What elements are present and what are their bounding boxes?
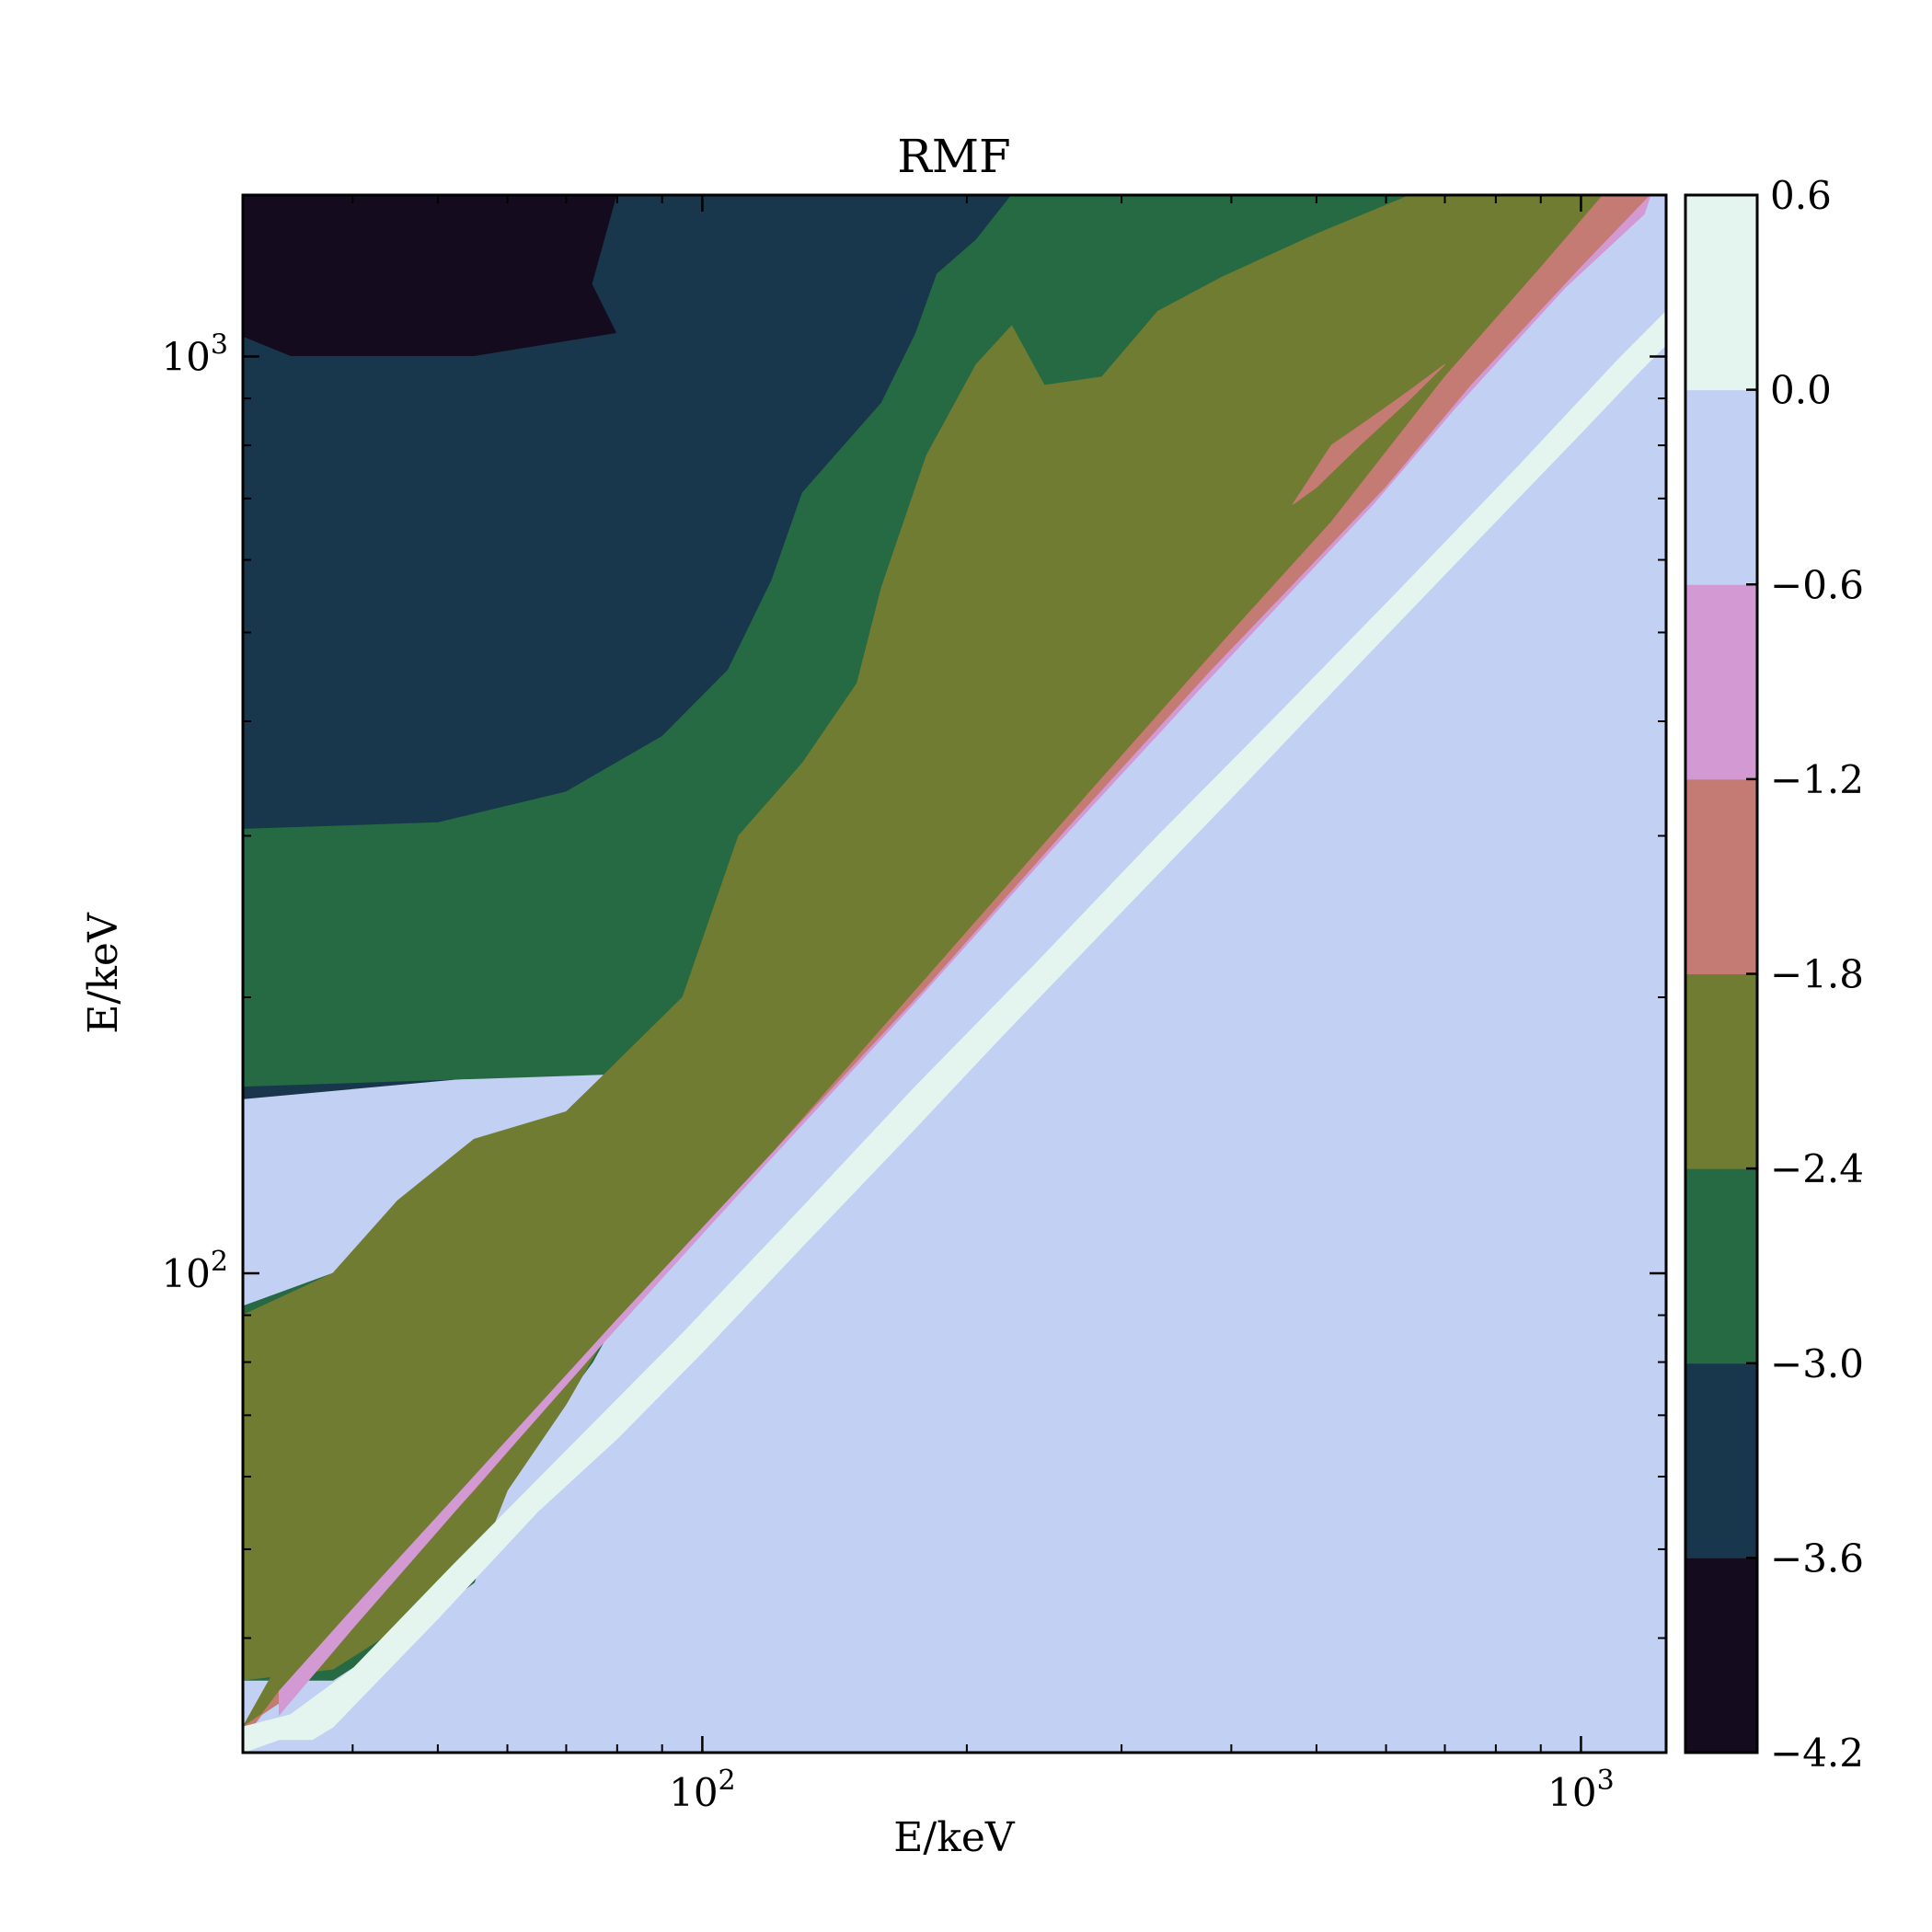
chart-title: RMF [897, 130, 1011, 183]
contour-plot-area [243, 195, 1666, 1753]
x-axis-label: E/keV [893, 1814, 1016, 1861]
x-tick-label-1: 103 [1547, 1765, 1615, 1815]
colorbar-segment-7 [1685, 195, 1757, 391]
x-tick-label-0: 102 [669, 1765, 736, 1815]
contour-region-11 [279, 195, 1651, 1717]
colorbar-tick-label-2: −3.0 [1770, 1341, 1864, 1386]
colorbar: −4.2 −3.6 −3.0 −2.4 −1.8 −1.2 −0.6 0.0 0.6 [1684, 173, 1864, 1776]
y-tick-label-1: 103 [161, 328, 228, 379]
contour-region-10 [1292, 363, 1445, 505]
colorbar-tick-label-8: 0.6 [1770, 173, 1832, 218]
colorbar-segment-3 [1685, 973, 1757, 1169]
colorbar-tick-label-1: −3.6 [1770, 1535, 1864, 1581]
colorbar-tick-label-3: −2.4 [1770, 1146, 1864, 1191]
y-tick-label-0: 102 [161, 1246, 228, 1296]
colorbar-tick-label-0: −4.2 [1770, 1731, 1864, 1776]
contour-region-0 [243, 195, 618, 357]
colorbar-segment-6 [1685, 389, 1757, 585]
colorbar-tick-label-5: −1.2 [1770, 757, 1864, 802]
contour-region-12 [243, 310, 1666, 1753]
y-axis-label: E/keV [80, 912, 127, 1034]
plot-border [241, 193, 1668, 1754]
colorbar-segment-2 [1685, 1168, 1757, 1364]
colorbar-tick-label-4: −1.8 [1770, 952, 1864, 997]
colorbar-segment-4 [1685, 778, 1757, 974]
colorbar-segment-0 [1685, 1558, 1757, 1754]
colorbar-tick-label-6: −0.6 [1770, 562, 1864, 607]
colorbar-segment-1 [1685, 1363, 1757, 1558]
plot-frame: 102 103 102 103 [161, 193, 1668, 1815]
colorbar-segment-5 [1685, 584, 1757, 780]
colorbar-tick-label-7: 0.0 [1770, 368, 1832, 413]
